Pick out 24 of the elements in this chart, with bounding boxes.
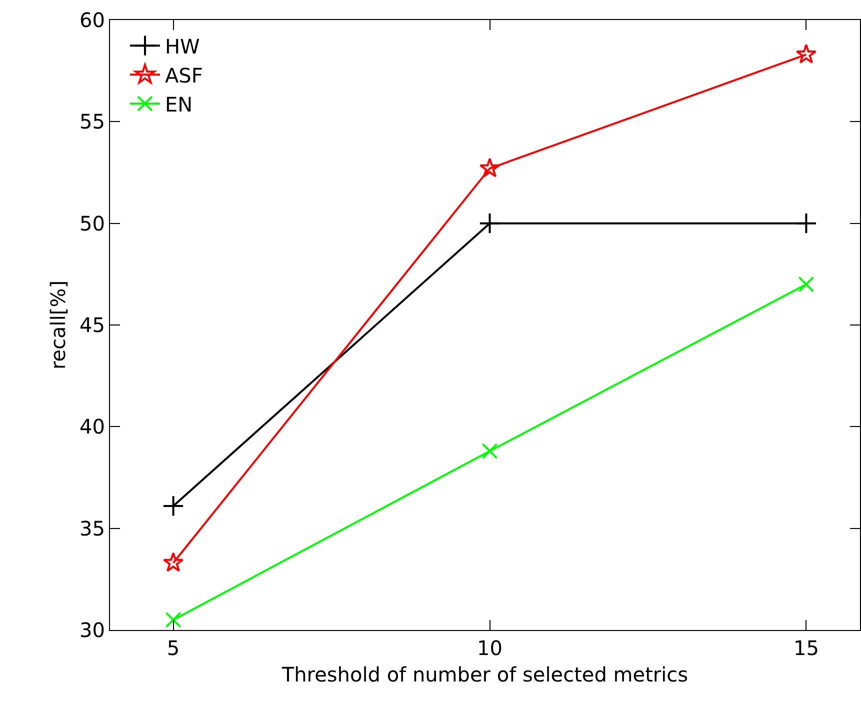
y-tick-label: 60 (80, 8, 105, 32)
y-tick-label: 40 (80, 414, 105, 439)
y-tick-label: 30 (80, 618, 105, 642)
point (165, 612, 182, 628)
x-tick-label: 10 (477, 636, 502, 660)
point (795, 212, 817, 234)
y-tick-label: 45 (80, 313, 105, 337)
point (798, 276, 814, 292)
x-tick-label: 15 (793, 636, 819, 660)
y-tick-label: 35 (80, 516, 105, 540)
x-axis-title: Threshold of number of selected metrics (280, 662, 688, 686)
legend-label: ASF (165, 63, 203, 88)
point (482, 443, 498, 460)
point (478, 212, 501, 234)
point (162, 552, 184, 572)
point (162, 495, 184, 517)
legend-label: EN (165, 92, 193, 116)
point (479, 158, 500, 178)
y-axis-title: recall[%] (46, 280, 70, 370)
x-tick-label: 5 (166, 636, 180, 660)
y-tick-label: 55 (80, 110, 105, 134)
legend-label: HW (165, 34, 200, 58)
point (796, 44, 817, 64)
y-tick-label: 50 (80, 211, 105, 236)
